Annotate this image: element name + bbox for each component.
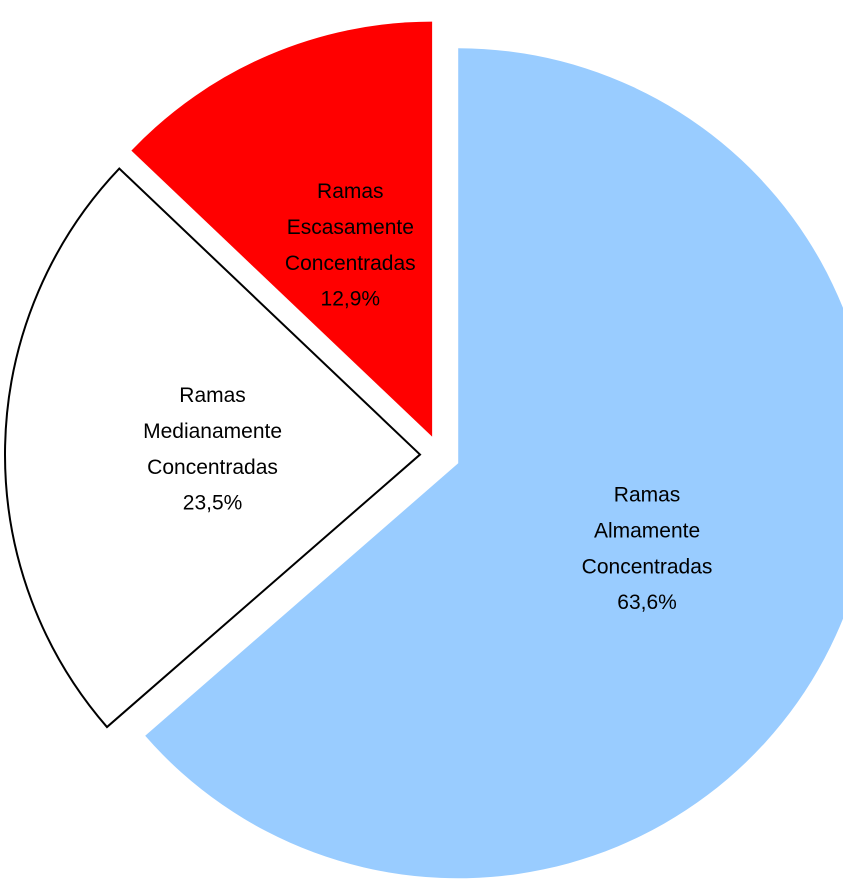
label-line: Ramas [179, 384, 246, 407]
label-line: Concentradas [285, 251, 416, 274]
label-line: Ramas [317, 179, 384, 202]
pie-slice [4, 167, 422, 729]
slice-label: Ramas Almamente Concentradas [582, 483, 713, 578]
slice-label: Ramas Escasamente Concentradas [285, 179, 416, 274]
label-line: Concentradas [147, 456, 278, 479]
slice-label: Ramas Medianamente Concentradas [143, 384, 282, 479]
slice-value-label: 23,5% [183, 492, 243, 515]
label-line: Concentradas [582, 555, 713, 578]
label-line: Medianamente [143, 420, 282, 443]
pie-slice [131, 21, 433, 437]
slice-value-label: 63,6% [617, 591, 677, 614]
label-line: Ramas [614, 483, 681, 506]
label-line: Almamente [594, 519, 700, 542]
pie-slice [145, 48, 843, 879]
slice-value-label: 12,9% [321, 287, 381, 310]
label-line: Escasamente [287, 215, 414, 238]
